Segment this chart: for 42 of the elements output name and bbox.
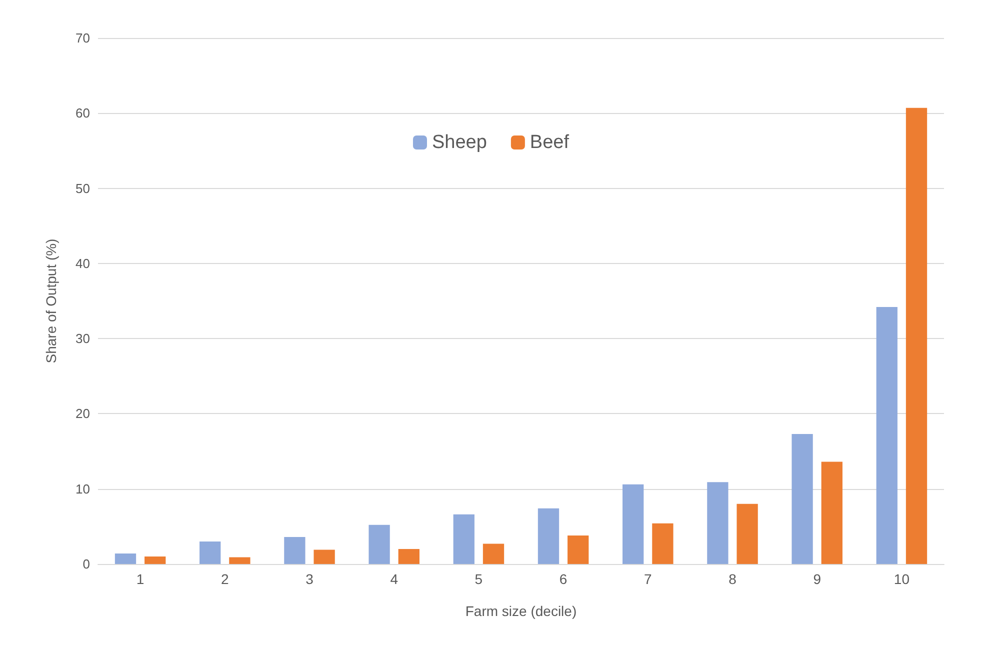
- bar: [707, 482, 728, 564]
- x-tick-label: 7: [644, 571, 652, 587]
- y-tick-label: 20: [76, 406, 90, 422]
- legend-label: Sheep: [432, 132, 487, 153]
- bar: [622, 484, 644, 564]
- bar: [568, 535, 589, 564]
- bar: [144, 556, 166, 564]
- legend-label: Beef: [530, 132, 570, 153]
- bar: [821, 462, 842, 564]
- x-axis-title: Farm size (decile): [465, 603, 577, 619]
- y-tick-label: 70: [76, 30, 90, 46]
- x-tick-label: 5: [474, 571, 483, 587]
- y-axis-title: Share of Output (%): [43, 238, 59, 364]
- bar: [398, 548, 420, 564]
- y-tick-label: 10: [76, 481, 90, 496]
- bar: [200, 541, 221, 564]
- x-tick-label: 2: [221, 571, 229, 587]
- bar: [906, 108, 928, 564]
- x-tick-label: 3: [306, 571, 314, 587]
- bar: [792, 434, 813, 564]
- bar: [482, 544, 504, 564]
- bar: [453, 514, 474, 564]
- bar: [314, 550, 335, 564]
- bar: [114, 553, 136, 564]
- bar: [876, 307, 898, 564]
- x-tick-label: 8: [728, 571, 737, 587]
- x-tick-label: 9: [813, 571, 822, 587]
- y-tick-label: 40: [76, 256, 90, 271]
- y-tick-label: 60: [76, 106, 90, 121]
- x-tick-label: 4: [390, 571, 398, 587]
- bar: [736, 504, 758, 564]
- x-tick-label: 6: [559, 571, 568, 587]
- bar: [652, 523, 674, 564]
- bar: [229, 557, 250, 564]
- bar: [538, 508, 560, 564]
- x-tick-label: 1: [136, 571, 144, 587]
- y-tick-label: 0: [82, 556, 90, 572]
- x-tick-label: 10: [894, 571, 910, 587]
- bar: [284, 536, 306, 564]
- y-tick-label: 50: [76, 180, 90, 196]
- y-tick-label: 30: [76, 331, 90, 346]
- bar: [368, 524, 390, 564]
